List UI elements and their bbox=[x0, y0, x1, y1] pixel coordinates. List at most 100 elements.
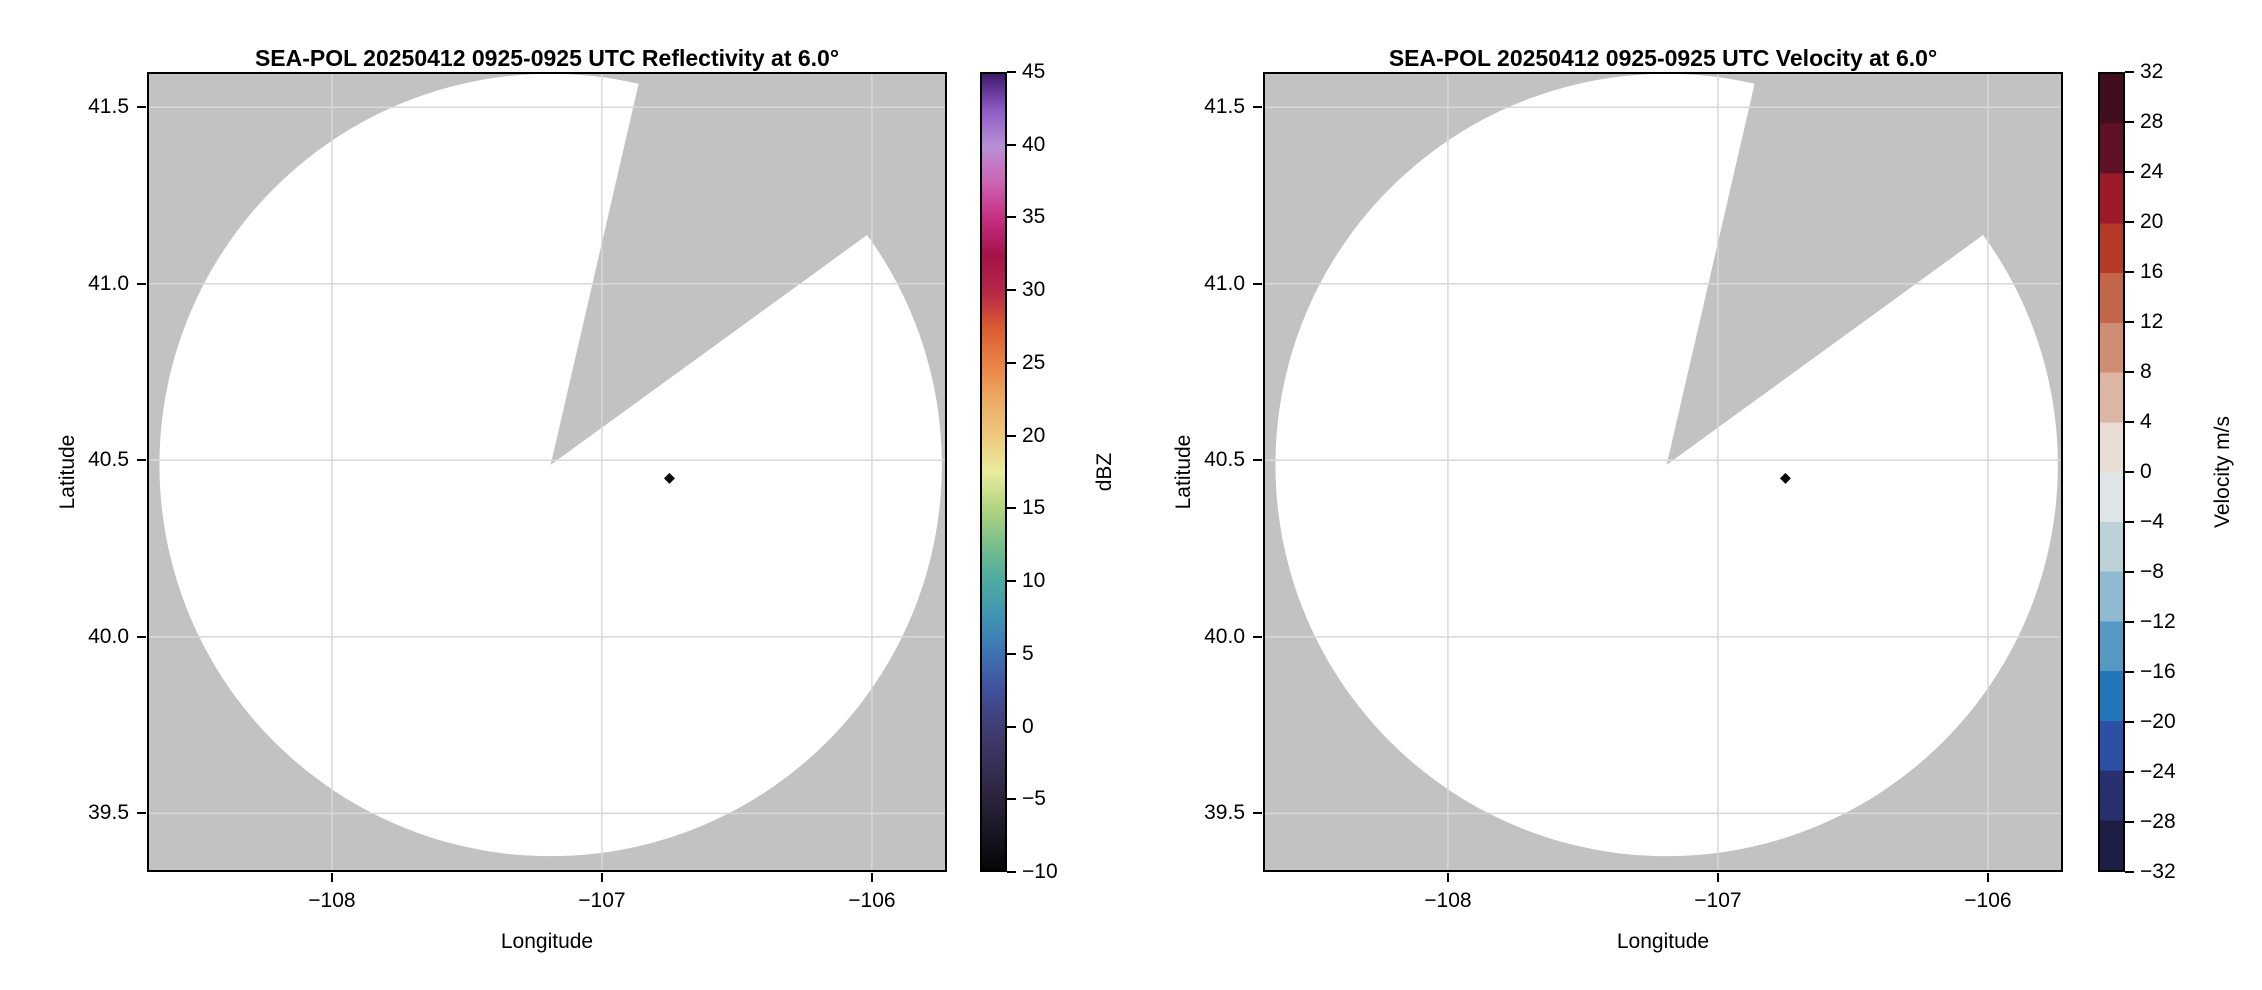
colorbar-tick bbox=[1007, 434, 1016, 437]
colorbar-tick-label: 15 bbox=[1022, 496, 1046, 520]
colorbar-tick-label: 30 bbox=[1022, 278, 1046, 302]
x-axis-label: Longitude bbox=[1616, 930, 1710, 953]
colorbar-tick-label: 5 bbox=[1022, 641, 1034, 665]
colorbar-tick bbox=[2125, 271, 2134, 273]
y-tick bbox=[137, 282, 146, 285]
colorbar-tick bbox=[1007, 71, 1016, 73]
colorbar-tick-label: 4 bbox=[2140, 410, 2152, 433]
axes-border bbox=[1263, 72, 2063, 872]
colorbar-tick-label: 0 bbox=[2140, 460, 2152, 483]
y-tick-label: 41.5 bbox=[88, 95, 129, 119]
colorbar-tick bbox=[2125, 671, 2134, 673]
colorbar-tick-label: 32 bbox=[2140, 60, 2164, 83]
colorbar-tick-label: 16 bbox=[2140, 260, 2164, 283]
y-tick bbox=[1253, 282, 1262, 285]
y-tick-label: 39.5 bbox=[88, 801, 129, 825]
x-axis-label: Longitude bbox=[500, 930, 594, 953]
colorbar-tick-label: 12 bbox=[2140, 310, 2164, 333]
y-tick bbox=[137, 635, 146, 638]
x-tick bbox=[1716, 873, 1719, 882]
colorbar-tick-label: 0 bbox=[1022, 714, 1034, 738]
colorbar-tick bbox=[1007, 871, 1016, 873]
colorbar-tick bbox=[1007, 143, 1016, 146]
colorbar-tick bbox=[1007, 798, 1016, 801]
colorbar-tick-label: 25 bbox=[1022, 350, 1046, 374]
radar-scan-area bbox=[1275, 73, 2058, 857]
x-tick-label: −107 bbox=[1694, 889, 1742, 912]
x-tick-label: −106 bbox=[1964, 889, 2012, 912]
reflectivity-colorbar bbox=[980, 72, 1007, 872]
y-tick bbox=[137, 812, 146, 815]
y-tick bbox=[1253, 459, 1262, 462]
x-tick bbox=[870, 873, 873, 882]
y-tick-label: 39.5 bbox=[1204, 801, 1245, 825]
colorbar-tick-label: −28 bbox=[2140, 810, 2176, 833]
colorbar-tick-label: 20 bbox=[2140, 210, 2164, 233]
radar-scan-area bbox=[159, 73, 942, 857]
colorbar-tick-label: −12 bbox=[2140, 610, 2176, 633]
colorbar-tick-label: 24 bbox=[2140, 160, 2164, 183]
colorbar-tick-label: 28 bbox=[2140, 110, 2164, 133]
colorbar-tick bbox=[2125, 121, 2134, 123]
x-tick bbox=[1446, 873, 1449, 882]
colorbar-tick bbox=[1007, 507, 1016, 510]
y-tick-label: 40.5 bbox=[1204, 448, 1245, 472]
colorbar-tick-label: −4 bbox=[2140, 510, 2164, 533]
colorbar-tick-label: −32 bbox=[2140, 860, 2176, 883]
colorbar-tick bbox=[2125, 771, 2134, 773]
colorbar-tick bbox=[1007, 725, 1016, 728]
colorbar-tick-label: 8 bbox=[2140, 360, 2152, 383]
colorbar-tick-label: 10 bbox=[1022, 569, 1046, 593]
x-tick bbox=[600, 873, 603, 882]
colorbar-tick bbox=[1007, 289, 1016, 292]
colorbar-tick bbox=[1007, 580, 1016, 583]
x-tick-label: −106 bbox=[848, 889, 896, 912]
colorbar-tick-label: 35 bbox=[1022, 205, 1046, 229]
x-tick bbox=[330, 873, 333, 882]
colorbar-tick-label: 40 bbox=[1022, 132, 1046, 156]
colorbar-tick bbox=[2125, 571, 2134, 573]
x-tick-label: −107 bbox=[578, 889, 626, 912]
y-tick bbox=[1253, 635, 1262, 638]
colorbar-tick-label: −5 bbox=[1022, 787, 1046, 811]
colorbar-tick-label: 20 bbox=[1022, 423, 1046, 447]
reflectivity-plot-canvas bbox=[147, 72, 947, 872]
colorbar-tick bbox=[2125, 221, 2134, 223]
echo-marker bbox=[1779, 472, 1791, 484]
colorbar-tick bbox=[2125, 71, 2134, 73]
panel-title: SEA-POL 20250412 0925-0925 UTC Velocity … bbox=[1388, 45, 1938, 72]
y-tick bbox=[1253, 812, 1262, 815]
y-tick bbox=[137, 106, 146, 109]
y-tick-label: 41.0 bbox=[88, 271, 129, 295]
colorbar-tick bbox=[2125, 321, 2134, 323]
colorbar-tick bbox=[2125, 871, 2134, 873]
colorbar-tick-label: 45 bbox=[1022, 60, 1046, 83]
colorbar-tick-label: −10 bbox=[1022, 860, 1058, 883]
colorbar-tick-label: −20 bbox=[2140, 710, 2176, 733]
axes-border bbox=[147, 72, 947, 872]
colorbar-tick-label: −8 bbox=[2140, 560, 2164, 583]
colorbar-tick bbox=[2125, 471, 2134, 473]
colorbar-tick bbox=[1007, 361, 1016, 364]
y-tick-label: 40.0 bbox=[1204, 624, 1245, 648]
colorbar-tick bbox=[2125, 371, 2134, 373]
colorbar-tick bbox=[2125, 521, 2134, 523]
y-tick-label: 41.5 bbox=[1204, 95, 1245, 119]
colorbar-tick bbox=[2125, 421, 2134, 423]
colorbar-tick bbox=[1007, 652, 1016, 655]
y-tick-label: 40.0 bbox=[88, 624, 129, 648]
x-tick-label: −108 bbox=[308, 889, 356, 912]
colorbar-tick bbox=[1007, 216, 1016, 219]
colorbar-tick bbox=[2125, 621, 2134, 623]
colorbar-tick-label: −24 bbox=[2140, 760, 2176, 783]
panel-title: SEA-POL 20250412 0925-0925 UTC Reflectiv… bbox=[254, 45, 840, 72]
colorbar-tick bbox=[2125, 821, 2134, 823]
y-tick bbox=[1253, 106, 1262, 109]
velocity-plot-canvas bbox=[1263, 72, 2063, 872]
colorbar-tick bbox=[2125, 171, 2134, 173]
echo-marker bbox=[663, 472, 675, 484]
y-tick-label: 41.0 bbox=[1204, 271, 1245, 295]
velocity-colorbar bbox=[2098, 72, 2125, 872]
x-tick bbox=[1986, 873, 1989, 882]
